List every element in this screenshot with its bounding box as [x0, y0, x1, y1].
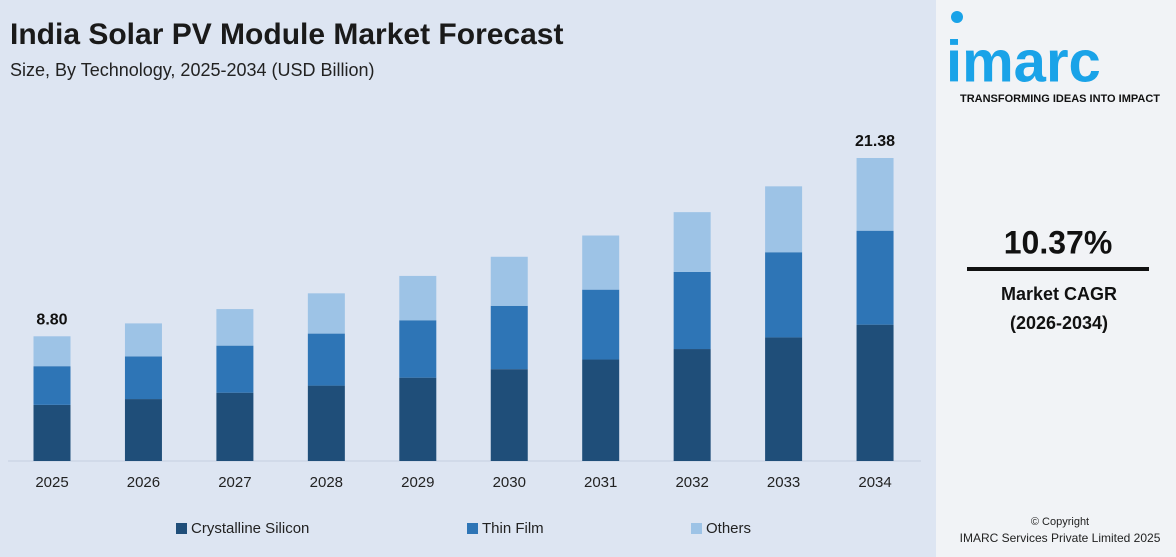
- bar-segment: [124, 356, 162, 400]
- copyright: © Copyright: [1031, 516, 1089, 528]
- legend-swatch: [691, 523, 702, 534]
- bar-segment: [33, 366, 71, 405]
- legend-swatch: [176, 523, 187, 534]
- bar-segment: [124, 323, 162, 357]
- x-tick-label: 2027: [218, 474, 251, 491]
- legend-label: Thin Film: [482, 520, 544, 537]
- x-tick-label: 2030: [493, 474, 526, 491]
- x-tick-label: 2026: [127, 474, 160, 491]
- bar-segment: [124, 399, 162, 461]
- cagr-value: 10.37%: [1004, 224, 1113, 260]
- x-tick-label: 2025: [35, 474, 68, 491]
- x-tick-label: 2032: [675, 474, 708, 491]
- bar-segment: [856, 230, 894, 325]
- bar-segment: [582, 235, 620, 290]
- sidebar-bg: [936, 0, 1176, 557]
- bar-segment: [490, 256, 528, 306]
- bar-segment: [856, 324, 894, 461]
- bar-segment: [765, 337, 803, 461]
- bar-segment: [307, 333, 345, 386]
- bar-segment: [33, 336, 71, 367]
- bar-segment: [490, 369, 528, 461]
- x-tick-label: 2028: [310, 474, 343, 491]
- tagline: TRANSFORMING IDEAS INTO IMPACT: [960, 93, 1160, 105]
- bar-segment: [399, 275, 437, 321]
- cagr-period: (2026-2034): [1010, 313, 1108, 333]
- bar-segment: [673, 212, 711, 272]
- company: IMARC Services Private Limited 2025: [960, 531, 1161, 545]
- bar-segment: [582, 359, 620, 461]
- bar-segment: [33, 404, 71, 461]
- x-tick-label: 2034: [858, 474, 891, 491]
- legend-label: Crystalline Silicon: [191, 520, 309, 537]
- bar-segment: [216, 309, 254, 346]
- bar-segment: [307, 293, 345, 334]
- bar-segment: [307, 385, 345, 461]
- bar-segment: [765, 252, 803, 338]
- chart-title: India Solar PV Module Market Forecast: [10, 18, 563, 51]
- bar-segment: [765, 186, 803, 253]
- legend-label: Others: [706, 520, 751, 537]
- cagr-label: Market CAGR: [1001, 284, 1117, 304]
- legend-swatch: [467, 523, 478, 534]
- logo-dot: [951, 11, 963, 23]
- bar-segment: [216, 345, 254, 393]
- bar-segment: [673, 271, 711, 350]
- bar-segment: [856, 158, 894, 231]
- x-tick-label: 2033: [767, 474, 800, 491]
- data-label: 8.80: [36, 312, 67, 329]
- bar-segment: [216, 392, 254, 461]
- chart-subtitle: Size, By Technology, 2025-2034 (USD Bill…: [10, 60, 375, 80]
- bar-segment: [582, 289, 620, 360]
- bar-segment: [490, 305, 528, 370]
- bar-segment: [399, 377, 437, 461]
- bar-segment: [399, 320, 437, 378]
- cagr-rule: [967, 267, 1149, 271]
- x-tick-label: 2029: [401, 474, 434, 491]
- bar-segment: [673, 349, 711, 461]
- logo: imarc: [946, 29, 1101, 94]
- data-label: 21.38: [855, 133, 895, 150]
- x-tick-label: 2031: [584, 474, 617, 491]
